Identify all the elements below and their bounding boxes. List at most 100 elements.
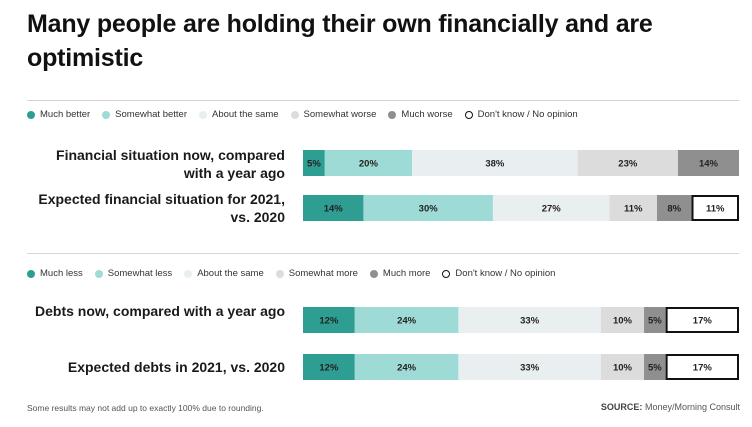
legend-item-about-the-same: About the same [199,109,279,120]
legend-item-dont-know: Don't know / No opinion [464,109,578,120]
bar-seg-much [303,354,355,380]
row-label-debts-expected: Expected debts in 2021, vs. 2020 [67,359,285,375]
bar-value-label: 14% [324,204,344,215]
source-text: Money/Morning Consult [644,402,740,412]
legend-item-much-less: Much less [27,268,83,279]
legend-label: Much better [40,109,91,120]
legend-swatch [464,110,473,119]
legend-swatch [199,110,207,119]
bar-seg-same [458,307,601,333]
bar-debts-expected: 12% 24% 33% 10% 5% 17% [303,354,739,380]
bar-value-label: 33% [520,316,540,327]
legend-label: Much more [382,268,431,279]
bar-seg-same [412,150,578,176]
bar-financial-expected: 14% 30% 27% 11% 8% 11% [303,195,739,221]
legend-swatch [102,110,111,119]
bar-value-label: 17% [693,316,713,327]
bar-seg-dont-know [665,354,739,380]
bar-seg-same [458,354,601,380]
legend-swatch [442,269,451,278]
legend-item-somewhat-less: Somewhat less [94,268,173,279]
legend-swatch [27,110,35,119]
bar-value-label: 30% [419,204,439,215]
bar-value-label: 17% [693,363,713,374]
legend-label: Much worse [401,109,453,120]
bar-value-label: 5% [648,316,662,327]
bar-seg-somewhat-opp [600,354,645,380]
legend-item-much-more: Much more [369,268,431,279]
bar-value-label: 12% [319,363,339,374]
bar-seg-much-opp [677,150,739,176]
legend-item-about-the-same: About the same [184,268,264,279]
legend-item-somewhat-worse: Somewhat worse [290,109,377,120]
bar-seg-much-opp [644,354,666,380]
bar-value-label: 5% [648,363,662,374]
bar-seg-somewhat [354,354,459,380]
bar-seg-much-opp [656,195,692,221]
legend-label: Don't know / No opinion [455,268,556,279]
legend-label: Don't know / No opinion [477,109,578,120]
legend-item-much-worse: Much worse [388,109,453,120]
bar-seg-dont-know [665,307,739,333]
bar-value-label: 27% [542,204,562,215]
legend-2: Much less Somewhat less About the same S… [27,268,567,279]
legend-swatch [388,110,397,119]
legend-1: Much better Somewhat better About the sa… [27,109,590,120]
bar-seg-somewhat [324,150,412,176]
bar-seg-somewhat-opp [577,150,678,176]
chart-title: Many people are holding their own financ… [27,10,653,72]
bar-value-label: 10% [613,363,633,374]
bar-value-label: 38% [485,159,505,170]
top-divider [27,100,739,101]
bar-seg-dont-know [691,195,739,221]
legend-swatch [369,269,378,278]
legend-label: About the same [197,268,264,279]
legend-swatch [94,269,103,278]
bar-seg-somewhat-opp [609,195,657,221]
bar-value-label: 24% [397,316,417,327]
legend-label: Somewhat more [288,268,358,279]
stacked-bar-svg: 14% 30% 27% 11% 8% 11% [303,195,739,221]
bar-value-label: 24% [397,363,417,374]
bar-value-label: 5% [307,159,321,170]
bar-value-label: 12% [319,316,339,327]
stacked-bar-svg: 12% 24% 33% 10% 5% 17% [303,354,739,380]
stacked-bar-svg: 5% 20% 38% 23% 14% [303,150,739,176]
legend-label: Somewhat worse [303,109,377,120]
footnote: Some results may not add up to exactly 1… [27,403,264,413]
bar-value-label: 33% [520,363,540,374]
bar-seg-much [303,307,355,333]
bar-value-label: 23% [618,159,638,170]
legend-label: About the same [212,109,279,120]
bar-seg-much [303,195,364,221]
bar-value-label: 11% [624,204,643,215]
legend-item-somewhat-better: Somewhat better [102,109,187,120]
bar-value-label: 10% [613,316,633,327]
source-prefix: SOURCE: [600,402,643,412]
middle-divider [27,253,739,254]
row-label-financial-expected: Expected financial situation for 2021, v… [38,191,285,225]
legend-item-much-better: Much better [27,109,90,120]
bar-financial-now: 5% 20% 38% 23% 14% [303,150,739,176]
legend-swatch [275,269,284,278]
legend-swatch [290,110,299,119]
bar-debts-now: 12% 24% 33% 10% 5% 17% [303,307,739,333]
stacked-bar-svg: 12% 24% 33% 10% 5% 17% [303,307,739,333]
legend-swatch [184,269,193,278]
bar-seg-somewhat-opp [600,307,645,333]
source-note: SOURCE: Money/Morning Consult [601,402,740,412]
legend-swatch [27,269,35,278]
bar-value-label: 20% [359,159,379,170]
bar-value-label: 8% [667,204,681,215]
bar-seg-much-opp [644,307,666,333]
bar-seg-much [303,150,325,176]
legend-item-somewhat-more: Somewhat more [275,268,358,279]
legend-label: Somewhat less [107,268,173,279]
legend-label: Somewhat better [115,109,187,120]
bar-value-label: 14% [699,159,719,170]
legend-label: Much less [40,268,83,279]
row-label-financial-now: Financial situation now, compared with a… [56,147,285,181]
bar-value-label: 11% [706,204,725,215]
legend-item-dont-know: Don't know / No opinion [442,268,555,279]
bar-seg-same [492,195,610,221]
